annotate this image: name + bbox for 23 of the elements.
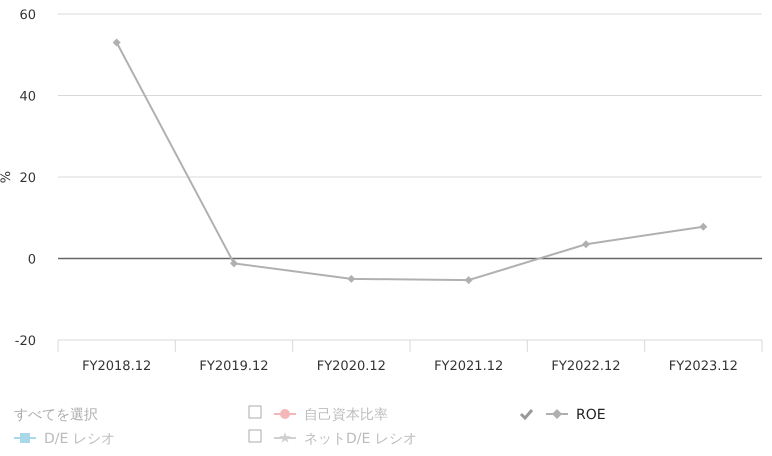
x-tick-label: FY2023.12: [668, 359, 738, 374]
x-tick-label: FY2021.12: [434, 359, 504, 374]
legend-label: ネットD/E レシオ: [304, 431, 417, 447]
x-tick-label: FY2018.12: [82, 359, 152, 374]
y-tick-label: -20: [14, 334, 36, 349]
point: [464, 276, 473, 284]
y-axis-title: %: [0, 170, 14, 184]
legend-label: 自己資本比率: [304, 407, 388, 423]
point: [582, 240, 590, 248]
text: すべてを選択: [14, 407, 98, 423]
point: [112, 38, 121, 47]
point: [347, 274, 356, 283]
x-tick-label: FY2020.12: [316, 359, 386, 374]
legend-label: D/E レシオ: [44, 431, 115, 447]
x-tick-label: FY2019.12: [199, 359, 269, 374]
point: [230, 259, 238, 268]
y-tick-label: 0: [28, 252, 36, 268]
x-tick-label: FY2022.12: [551, 359, 621, 374]
y-tick-label: 20: [19, 171, 36, 186]
y-tick-label: 60: [19, 8, 36, 23]
legend-label: ROE: [576, 407, 606, 423]
point: [699, 222, 708, 231]
y-tick-label: 40: [19, 90, 36, 104]
